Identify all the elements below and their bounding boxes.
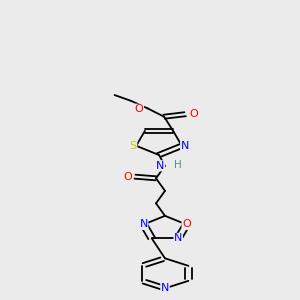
Text: N: N — [140, 220, 148, 230]
Text: O: O — [182, 220, 191, 230]
Text: O: O — [135, 104, 144, 114]
Text: N: N — [156, 161, 165, 171]
Text: N: N — [161, 283, 169, 293]
Text: N: N — [181, 141, 189, 151]
Text: O: O — [189, 109, 198, 119]
Text: O: O — [123, 172, 132, 182]
Text: N: N — [174, 233, 182, 243]
Text: S: S — [130, 141, 137, 151]
Text: H: H — [174, 160, 182, 170]
